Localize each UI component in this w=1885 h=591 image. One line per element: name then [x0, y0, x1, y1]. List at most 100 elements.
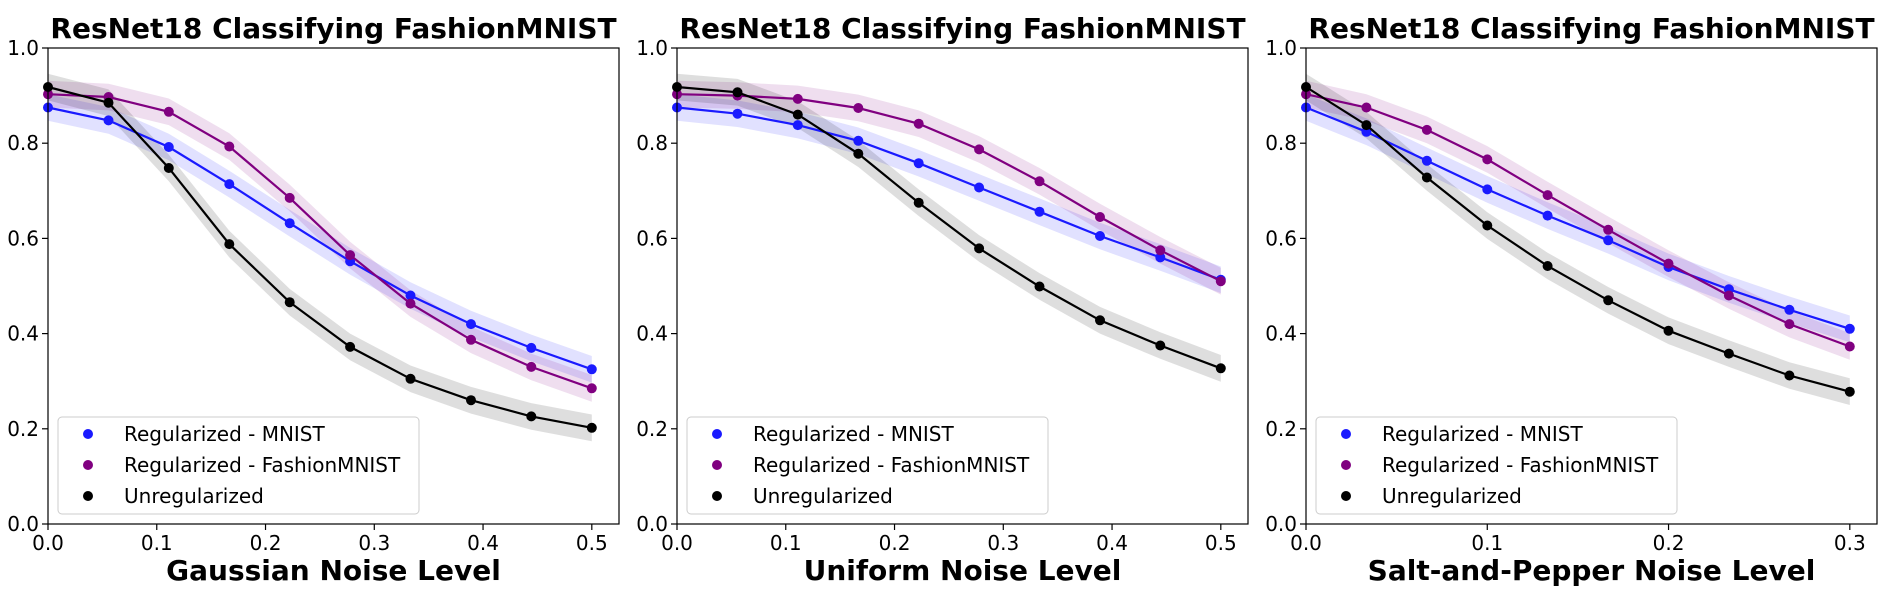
- data-point: [974, 144, 985, 155]
- x-axis-label: Uniform Noise Level: [804, 554, 1122, 587]
- data-point: [1482, 220, 1493, 231]
- series-line-1: [47, 106, 593, 371]
- x-tick-label: 0.2: [250, 531, 282, 555]
- data-point: [1155, 340, 1166, 351]
- legend: Regularized - MNIST Regularized - Fashion…: [57, 416, 420, 515]
- legend-marker: [1341, 460, 1351, 470]
- series-band-1: [1306, 94, 1850, 343]
- data-point: [1542, 190, 1553, 201]
- y-tick-label: 0.4: [7, 322, 39, 346]
- x-tick-label: 0.0: [661, 531, 693, 555]
- chart-panel-3: 0.0 0.2 0.4 0.6 0.8 1.0 0.0 0.1 0.2 0.3 ResNet18 C…: [1265, 12, 1878, 587]
- x-tick-label: 0.1: [141, 531, 173, 555]
- data-point: [913, 118, 924, 129]
- data-point: [526, 342, 537, 353]
- series-line-3: [47, 85, 593, 429]
- legend-label: Regularized - FashionMNIST: [753, 453, 1030, 477]
- x-tick-label: 0.3: [1834, 531, 1866, 555]
- data-point: [1421, 124, 1432, 135]
- data-point: [586, 422, 597, 433]
- legend-label: Unregularized: [124, 484, 264, 508]
- data-point: [405, 298, 416, 309]
- data-point: [405, 373, 416, 384]
- y-tick-label: 0.8: [1265, 131, 1297, 155]
- data-point: [913, 158, 924, 169]
- y-tick-label: 0.6: [7, 226, 39, 250]
- data-point: [224, 179, 235, 190]
- x-tick-label: 0.1: [770, 531, 802, 555]
- data-point: [792, 120, 803, 131]
- data-point: [466, 319, 476, 330]
- data-point: [103, 97, 114, 108]
- y-tick-label: 0.6: [636, 226, 668, 250]
- data-point: [913, 197, 924, 208]
- data-point: [1215, 276, 1226, 287]
- x-tick-label: 0.4: [467, 531, 499, 555]
- legend-box: [1315, 416, 1678, 515]
- legend-label: Regularized - FashionMNIST: [124, 453, 401, 477]
- data-point: [1723, 348, 1734, 359]
- series-band-3: [48, 73, 592, 442]
- series-line-1: [676, 106, 1222, 281]
- legend-box: [57, 416, 420, 515]
- data-point: [1482, 154, 1493, 165]
- data-point: [466, 334, 476, 345]
- data-point: [1034, 281, 1045, 292]
- series-line-3: [676, 85, 1222, 370]
- legend-marker: [712, 429, 722, 439]
- y-tick-label: 0.0: [636, 512, 668, 536]
- data-point: [1603, 295, 1614, 306]
- data-point: [526, 411, 537, 422]
- legend-marker: [83, 460, 93, 470]
- legend-marker: [1341, 429, 1351, 439]
- legend: Regularized - MNIST Regularized - Fashion…: [686, 416, 1049, 515]
- x-axis-label: Gaussian Noise Level: [166, 554, 501, 587]
- data-point: [345, 341, 356, 352]
- data-point: [284, 297, 295, 308]
- data-point: [345, 250, 356, 261]
- x-tick-label: 0.4: [1096, 531, 1128, 555]
- data-point: [284, 192, 295, 203]
- data-point: [1215, 363, 1226, 374]
- data-point: [1421, 172, 1432, 183]
- data-point: [1723, 290, 1734, 301]
- legend-label: Regularized - MNIST: [1382, 422, 1584, 446]
- data-point: [1844, 323, 1855, 334]
- data-point: [1542, 210, 1553, 221]
- x-tick-label: 0.5: [576, 531, 608, 555]
- data-point: [1034, 176, 1045, 187]
- data-point: [792, 109, 803, 120]
- data-point: [1361, 102, 1372, 113]
- data-point: [526, 361, 537, 372]
- data-point: [1844, 341, 1855, 352]
- chart-panel-2: 0.0 0.2 0.4 0.6 0.8 1.0 0.0 0.1 0.2 0.3 0.4 0.5 ResN…: [636, 12, 1249, 587]
- data-point: [1663, 258, 1674, 269]
- legend-label: Unregularized: [753, 484, 893, 508]
- data-point: [1095, 212, 1105, 222]
- y-tick-label: 0.8: [636, 131, 668, 155]
- data-point: [405, 290, 416, 301]
- y-tick-label: 1.0: [636, 36, 668, 60]
- data-point: [1784, 370, 1795, 381]
- data-point: [586, 383, 597, 394]
- plot-frame: [47, 47, 620, 525]
- legend-marker: [1341, 491, 1351, 501]
- y-tick-label: 0.6: [1265, 226, 1297, 250]
- data-point: [1784, 319, 1795, 330]
- y-tick-label: 0.4: [636, 322, 668, 346]
- data-point: [853, 148, 864, 159]
- legend-label: Unregularized: [1382, 484, 1522, 508]
- data-point: [163, 142, 174, 152]
- y-tick-label: 0.2: [636, 417, 668, 441]
- data-point: [1361, 120, 1372, 131]
- data-point: [1155, 252, 1166, 263]
- data-point: [853, 135, 864, 146]
- x-tick-label: 0.0: [1290, 531, 1322, 555]
- y-tick-label: 0.0: [7, 512, 39, 536]
- plot-frame: [1305, 47, 1878, 525]
- data-point: [1542, 261, 1553, 271]
- chart-title: ResNet18 Classifying FashionMNIST: [679, 12, 1245, 45]
- data-point: [1603, 235, 1614, 246]
- x-tick-label: 0.1: [1471, 531, 1503, 555]
